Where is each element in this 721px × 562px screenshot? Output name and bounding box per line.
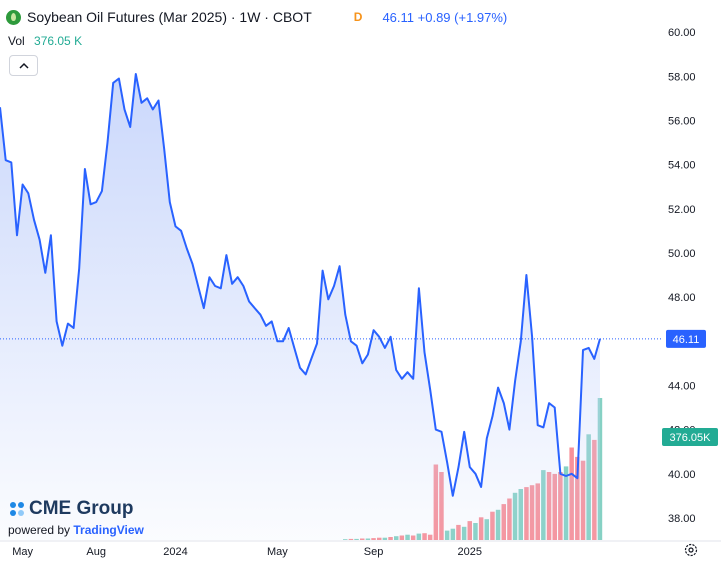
last-price-label: 46.11: [666, 329, 706, 348]
chart-header: Soybean Oil Futures (Mar 2025) · 1W · CB…: [6, 7, 507, 27]
y-tick-label: 40.00: [668, 469, 696, 481]
soybean-logo-icon: [6, 9, 21, 25]
volume-label: Vol: [8, 34, 25, 48]
y-axis: 38.0040.0042.0044.0046.0048.0050.0052.00…: [668, 27, 696, 525]
volume-legend: Vol 376.05 K: [8, 34, 82, 48]
y-tick-label: 48.00: [668, 292, 696, 304]
svg-text:376.05K: 376.05K: [670, 432, 712, 444]
tradingview-text[interactable]: TradingView: [73, 523, 144, 537]
price-area-fill: [0, 74, 600, 540]
y-tick-label: 50.00: [668, 248, 696, 260]
y-tick-label: 38.00: [668, 513, 696, 525]
y-tick-label: 54.00: [668, 160, 696, 172]
y-tick-label: 52.00: [668, 204, 696, 216]
last-price-value: 46.11: [382, 9, 415, 25]
collapse-legend-button[interactable]: [9, 55, 38, 76]
y-tick-label: 58.00: [668, 71, 696, 83]
symbol-title[interactable]: Soybean Oil Futures (Mar 2025) · 1W · CB…: [27, 9, 312, 25]
settings-icon[interactable]: [684, 543, 698, 557]
delayed-badge: D: [353, 10, 363, 24]
last-volume-label: 376.05K: [662, 428, 718, 446]
change-value: +0.89 (+1.97%): [417, 9, 508, 25]
cme-group-text: CME Group: [29, 498, 134, 519]
x-tick-label: Aug: [86, 546, 106, 558]
x-tick-label: May: [267, 546, 288, 558]
y-tick-label: 44.00: [668, 380, 696, 392]
chevron-up-icon: [18, 62, 29, 69]
volume-value: 376.05 K: [34, 34, 83, 48]
x-tick-label: Sep: [364, 546, 384, 558]
price-line: [0, 73, 601, 497]
cme-logo-icon: [10, 502, 24, 516]
branding[interactable]: CME Group powered by TradingView: [8, 498, 144, 537]
x-axis: May Aug 2024 May Sep 2025: [0, 540, 721, 558]
y-tick-label: 60.00: [668, 27, 696, 39]
powered-by-text: powered by: [8, 523, 71, 537]
svg-text:46.11: 46.11: [673, 334, 700, 346]
x-tick-label: 2024: [163, 546, 187, 558]
x-tick-label: May: [12, 546, 33, 558]
y-tick-label: 56.00: [668, 115, 696, 127]
x-tick-label: 2025: [458, 546, 482, 558]
price-change: 46.11 +0.89 (+1.97%): [382, 10, 507, 25]
